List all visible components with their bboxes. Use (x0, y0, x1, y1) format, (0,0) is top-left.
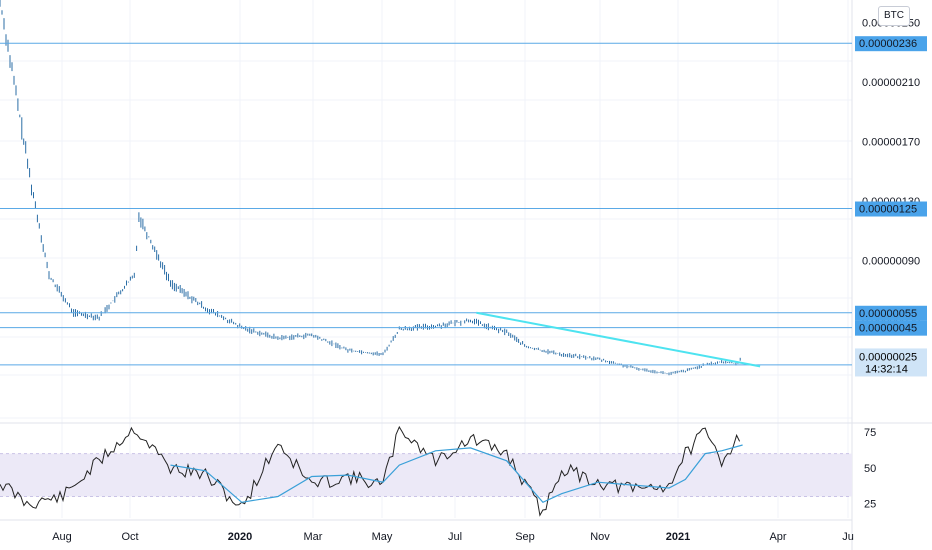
time-axis-label: 2020 (228, 531, 252, 543)
time-axis-label: Mar (304, 531, 323, 543)
price-axis-tick: 0.00000210 (862, 77, 920, 89)
time-axis-label: Oct (121, 531, 138, 543)
level-price-badge (855, 201, 927, 217)
current-price-badge (855, 348, 927, 377)
trendline (476, 311, 761, 368)
time-axis-label: Jul (448, 531, 462, 543)
level-price-label: 0.00000125 (859, 204, 917, 216)
level-price-label: 0.00000055 (859, 308, 917, 320)
rsi-line (0, 425, 741, 517)
level-price-badge (855, 36, 927, 52)
rsi-band (0, 453, 852, 497)
price-axis-tick: 0.00000170 (862, 136, 920, 148)
rsi-axis-tick: 75 (864, 427, 876, 439)
time-axis-label: Aug (52, 531, 72, 543)
time-axis-label: Apr (769, 531, 786, 543)
time-axis-label: Ju (842, 531, 854, 543)
level-price-badge (855, 320, 927, 336)
rsi-moving-average (170, 444, 743, 504)
level-price-badge (855, 305, 927, 321)
time-axis-label: 2021 (666, 531, 690, 543)
currency-button[interactable]: BTC (878, 6, 910, 26)
level-price-label: 0.00000045 (859, 323, 917, 335)
time-axis-label: May (372, 531, 393, 543)
countdown-label: 14:32:14 (865, 363, 908, 375)
current-price-label: 0.00000025 (859, 351, 917, 363)
rsi-axis-tick: 50 (864, 463, 876, 475)
time-axis-label: Sep (515, 531, 535, 543)
price-axis-tick: 0.00000090 (862, 256, 920, 268)
level-price-label: 0.00000236 (859, 38, 917, 50)
rsi-axis-tick: 25 (864, 499, 876, 511)
time-axis-label: Nov (590, 531, 610, 543)
